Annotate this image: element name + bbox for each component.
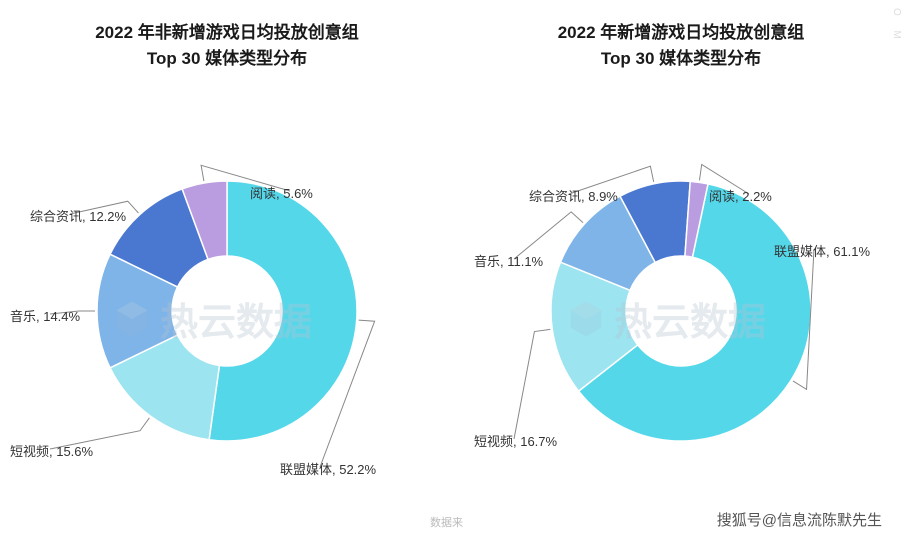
slice-label: 联盟媒体, 52.2% [280, 459, 376, 478]
slice-label: 音乐, 14.4% [10, 306, 80, 325]
slice-label: 综合资讯, 12.2% [30, 206, 126, 225]
slice-label: 短视频, 15.6% [10, 441, 93, 460]
slice-label: 阅读, 2.2% [709, 186, 772, 205]
slice-label: 联盟媒体, 61.1% [774, 241, 870, 260]
slice-label: 综合资讯, 8.9% [529, 186, 618, 205]
charts-row: 2022 年非新增游戏日均投放创意组 Top 30 媒体类型分布 联盟媒体, 5… [0, 0, 908, 536]
donut-chart-right: 联盟媒体, 61.1% 短视频, 16.7% 音乐, 11.1% 综合资讯, 8.9%… [454, 111, 908, 531]
leader-line [514, 329, 550, 439]
slice-label: 短视频, 16.7% [474, 431, 557, 450]
slice-label: 阅读, 5.6% [250, 183, 313, 202]
donut-slice-联盟媒体 [209, 181, 357, 441]
chart-title-left: 2022 年非新增游戏日均投放创意组 Top 30 媒体类型分布 [0, 20, 454, 71]
side-letters: O M [891, 8, 902, 45]
footer-credit: 搜狐号@信息流陈默先生 [711, 507, 888, 532]
data-source-text: 数据来 [430, 514, 463, 530]
donut-chart-left: 联盟媒体, 52.2% 短视频, 15.6% 音乐, 14.4% 综合资讯, 12.2… [0, 111, 454, 531]
chart-panel-right: 2022 年新增游戏日均投放创意组 Top 30 媒体类型分布 联盟媒体, 61… [454, 0, 908, 536]
chart-panel-left: 2022 年非新增游戏日均投放创意组 Top 30 媒体类型分布 联盟媒体, 5… [0, 0, 454, 536]
chart-title-right: 2022 年新增游戏日均投放创意组 Top 30 媒体类型分布 [454, 20, 908, 71]
slice-label: 音乐, 11.1% [474, 251, 543, 270]
